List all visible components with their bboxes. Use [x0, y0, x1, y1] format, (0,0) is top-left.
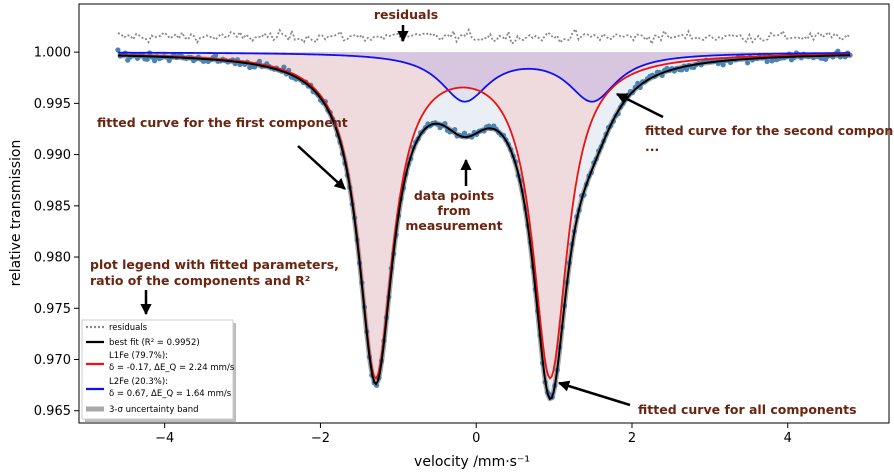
annotation-second-component: fitted curve for the second component: [645, 123, 894, 138]
legend-best-fit-label: best fit (R² = 0.9952): [109, 338, 200, 348]
axis-ticks: −4 −2 0 2 4 0.965 0.970 0.975 0.980 0.985 0.990 0.9…: [34, 46, 792, 446]
component-fills: [117, 52, 851, 399]
annotation-residuals: residuals: [374, 7, 438, 22]
y-tick-label: 0.985: [34, 199, 71, 214]
legend-box: [81, 319, 234, 420]
annotation-first-component: fitted curve for the first component: [97, 115, 348, 130]
legend: residuals best fit (R² = 0.9952) L1Fe (7…: [81, 319, 236, 422]
component-2-curve: [117, 51, 851, 103]
data-point: [281, 64, 287, 70]
y-tick-label: 0.975: [34, 302, 71, 317]
data-point: [256, 58, 263, 64]
data-point: [764, 58, 770, 65]
annotation-data-points-3: measurement: [405, 218, 502, 233]
x-axis-title: velocity /mm·s⁻¹: [414, 454, 530, 470]
x-tick-label: 2: [628, 431, 636, 446]
y-tick-label: 0.995: [34, 97, 71, 112]
arrow-all-components: [557, 380, 631, 407]
best-fit-curve: [117, 54, 851, 401]
legend-l2fe-label: L2Fe (20.3%):: [109, 377, 168, 387]
x-tick-label: −2: [311, 431, 330, 446]
legend-l1fe-label: L1Fe (79.7%):: [109, 351, 168, 361]
annotation-legend-1: plot legend with fitted parameters,: [90, 257, 339, 272]
arrow-first-component: [297, 145, 346, 190]
data-point: [115, 47, 121, 53]
legend-l2fe-params: δ = 0.67, ΔE_Q = 1.64 mm/s: [109, 389, 232, 399]
y-tick-label: 1.000: [34, 46, 71, 61]
arrow-second-component: [615, 92, 664, 119]
annotation-all-components: fitted curve for all components: [638, 402, 857, 417]
fitted-curves: [117, 51, 851, 401]
data-point: [166, 57, 172, 64]
between-fit-fill: [117, 54, 851, 399]
data-point: [635, 80, 641, 86]
x-tick-label: −4: [155, 431, 174, 446]
x-tick-label: 4: [784, 431, 792, 446]
y-tick-label: 0.970: [34, 353, 71, 368]
residuals-line: [117, 27, 851, 47]
annotations: residuals fitted curve for the first com…: [90, 7, 894, 417]
legend-l1fe-params: δ = -0.17, ΔE_Q = 2.24 mm/s: [109, 363, 235, 373]
x-tick-label: 0: [472, 431, 480, 446]
data-point: [679, 67, 685, 73]
legend-band-label: 3-σ uncertainty band: [109, 405, 198, 415]
data-point: [683, 66, 690, 72]
component-2-fill: [117, 52, 851, 102]
y-tick-label: 0.965: [34, 404, 71, 419]
plot-area: [115, 27, 853, 402]
y-axis-title: relative transmission: [8, 140, 24, 287]
residuals-series: [117, 27, 851, 47]
annotation-second-component-ellipsis: ...: [645, 139, 659, 154]
data-point: [212, 52, 219, 59]
y-tick-label: 0.980: [34, 251, 71, 266]
data-point: [144, 56, 150, 62]
y-tick-label: 0.990: [34, 148, 71, 163]
legend-residuals-label: residuals: [109, 323, 148, 333]
component-1-curve: [117, 53, 851, 380]
plot-frame: [78, 3, 890, 424]
data-point: [151, 58, 158, 64]
annotation-data-points-1: data points: [414, 188, 494, 203]
annotation-data-points-2: from: [437, 203, 470, 218]
data-point: [744, 60, 751, 66]
data-point: [720, 62, 726, 68]
annotation-legend-2: ratio of the components and R²: [90, 273, 310, 288]
